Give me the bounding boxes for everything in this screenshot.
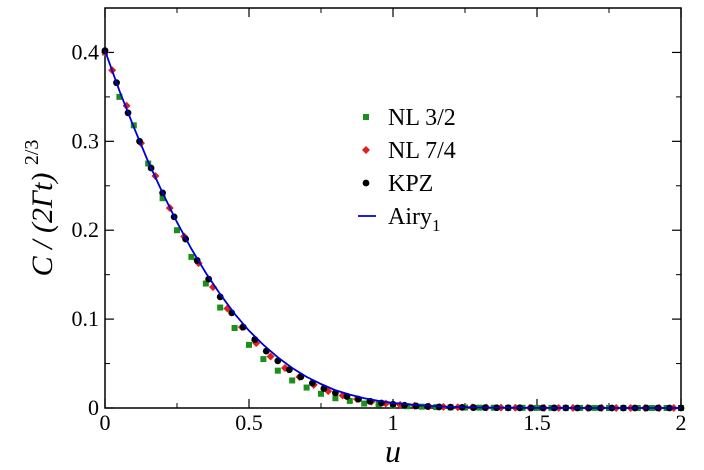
data-point-nl-3-2 — [159, 195, 166, 202]
data-point-nl-7-4 — [252, 339, 261, 348]
data-point-nl-3-2 — [188, 253, 195, 260]
y-tick-label: 0.2 — [72, 217, 100, 242]
legend-label-kpz: KPZ — [388, 171, 433, 197]
legend: NL 3/2 NL 7/4 KPZ Airy1 — [358, 105, 456, 235]
data-point-nl-7-4 — [266, 352, 275, 361]
x-tick-label: 0 — [100, 410, 111, 435]
data-point-nl-3-2 — [246, 341, 252, 348]
axis-ticks: 0 0.5 1 1.5 2 0 0.1 0.2 0.3 0.4 — [72, 8, 687, 435]
data-point-kpz — [101, 47, 109, 55]
y-tick-label: 0 — [88, 395, 99, 420]
y-axis-label-exponent: 2/3 — [21, 140, 43, 166]
legend-label-airy: Airy1 — [388, 204, 441, 235]
data-point-nl-3-2 — [217, 304, 224, 311]
data-point-nl-3-2 — [274, 367, 281, 374]
data-point-nl-3-2 — [202, 280, 209, 287]
data-point-nl-3-2 — [260, 356, 267, 363]
series-line-airy — [104, 50, 681, 409]
data-point-nl-3-2 — [318, 390, 324, 397]
x-tick-label: 1 — [388, 410, 399, 435]
x-tick-label: 0.5 — [235, 410, 263, 435]
data-point-nl-3-2 — [346, 397, 353, 404]
x-tick-label: 2 — [676, 410, 687, 435]
y-axis-label-main: C / (2Γt) — [26, 173, 59, 277]
y-tick-label: 0.3 — [72, 128, 100, 153]
x-tick-label: 1.5 — [523, 410, 551, 435]
svg-text:C / (2Γt) 2/3: C / (2Γt) 2/3 — [21, 140, 59, 277]
x-axis-label: u — [385, 433, 401, 469]
data-point-nl-3-2 — [231, 325, 238, 331]
legend-swatch-nl-7-4 — [362, 146, 370, 154]
legend-swatch-nl-3-2 — [363, 114, 369, 120]
data-point-nl-3-2 — [116, 93, 123, 100]
data-point-nl-3-2 — [303, 384, 310, 391]
data-point-nl-3-2 — [332, 395, 339, 402]
y-axis-label: C / (2Γt) 2/3 — [21, 140, 59, 277]
data-marks — [101, 47, 685, 412]
data-point-nl-3-2 — [174, 227, 180, 234]
data-point-nl-3-2 — [289, 377, 296, 384]
legend-swatch-kpz — [362, 179, 370, 187]
legend-label-nl-3-2: NL 3/2 — [388, 105, 456, 131]
data-point-nl-3-2 — [418, 403, 425, 410]
y-tick-label: 0.4 — [72, 39, 100, 64]
legend-label-nl-7-4: NL 7/4 — [388, 138, 456, 164]
data-point-nl-3-2 — [361, 400, 368, 407]
y-tick-label: 0.1 — [72, 306, 100, 331]
